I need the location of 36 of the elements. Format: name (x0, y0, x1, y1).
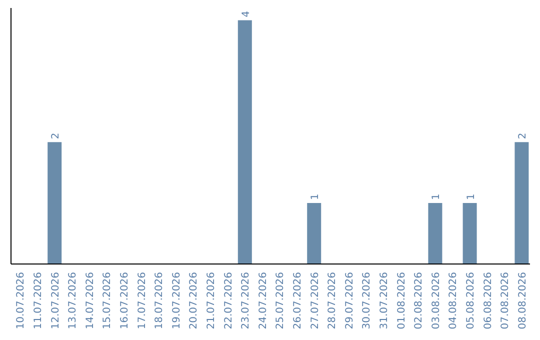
x-tick-label: 24.07.2026 (258, 272, 269, 330)
x-tick-label: 25.07.2026 (275, 272, 286, 330)
x-tick-label: 08.08.2026 (517, 272, 528, 330)
x-tick-label: 07.08.2026 (500, 272, 512, 330)
data-label: 1 (431, 194, 442, 200)
x-tick-label: 14.07.2026 (84, 272, 96, 330)
x-tick-label: 28.07.2026 (327, 272, 338, 330)
data-label: 4 (240, 10, 252, 18)
x-tick-label: 06.08.2026 (482, 272, 494, 330)
x-tick-label: 01.08.2026 (396, 272, 408, 330)
x-tick-label: 11.07.2026 (32, 272, 44, 330)
x-tick-label: 30.07.2026 (362, 272, 373, 330)
x-tick-label: 04.08.2026 (448, 272, 460, 330)
x-tick-label: 31.07.2026 (378, 272, 390, 330)
x-tick-label: 22.07.2026 (223, 272, 234, 330)
data-label: 1 (466, 194, 477, 200)
data-label: 2 (50, 132, 62, 140)
x-tick-label: 26.07.2026 (292, 272, 304, 330)
x-tick-label: 02.08.2026 (414, 272, 425, 330)
x-tick-label: 17.07.2026 (136, 272, 148, 330)
x-tick-label: 27.07.2026 (310, 272, 321, 330)
x-tick-label: 13.07.2026 (68, 272, 79, 330)
x-tick-label: 03.08.2026 (430, 272, 442, 330)
x-tick-label: 15.07.2026 (102, 272, 114, 330)
data-label: 1 (310, 194, 322, 200)
x-tick-label: 10.07.2026 (16, 272, 27, 330)
data-label: 2 (518, 132, 529, 140)
x-tick-label: 19.07.2026 (171, 272, 182, 330)
x-tick-label: 21.07.2026 (206, 272, 217, 330)
x-tick-label: 12.07.2026 (50, 272, 62, 330)
x-tick-label: 29.07.2026 (344, 272, 356, 330)
x-tick-label: 18.07.2026 (154, 272, 166, 330)
x-tick-label: 20.07.2026 (188, 272, 200, 330)
x-tick-label: 05.08.2026 (465, 272, 476, 330)
x-tick-label: 16.07.2026 (119, 272, 130, 330)
x-tick-label: 23.07.2026 (240, 272, 252, 330)
